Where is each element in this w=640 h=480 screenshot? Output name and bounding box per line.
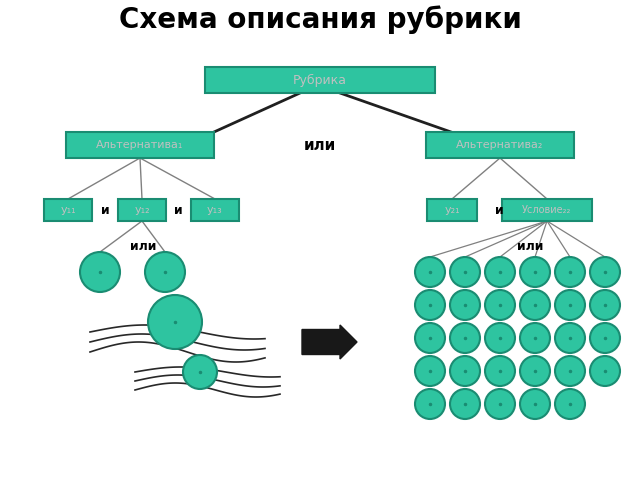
Circle shape (148, 295, 202, 349)
Circle shape (415, 257, 445, 287)
Circle shape (520, 290, 550, 320)
FancyBboxPatch shape (118, 199, 166, 221)
Circle shape (555, 356, 585, 386)
Circle shape (485, 323, 515, 353)
Circle shape (590, 323, 620, 353)
Text: или: или (304, 137, 336, 153)
Circle shape (520, 257, 550, 287)
Circle shape (590, 257, 620, 287)
Circle shape (485, 356, 515, 386)
Circle shape (590, 356, 620, 386)
FancyBboxPatch shape (66, 132, 214, 158)
FancyBboxPatch shape (191, 199, 239, 221)
Circle shape (415, 290, 445, 320)
Text: Схема описания рубрики: Схема описания рубрики (118, 6, 522, 34)
Text: Условие₂₂: Условие₂₂ (522, 205, 572, 215)
Circle shape (450, 290, 480, 320)
Circle shape (590, 290, 620, 320)
Circle shape (485, 290, 515, 320)
Text: и: и (495, 204, 504, 216)
Text: и: и (100, 204, 109, 216)
Text: Альтернатива₁: Альтернатива₁ (96, 140, 184, 150)
FancyArrow shape (302, 325, 357, 359)
Text: у₁₂: у₁₂ (134, 205, 150, 215)
Circle shape (555, 323, 585, 353)
Circle shape (450, 257, 480, 287)
Circle shape (183, 355, 217, 389)
Circle shape (485, 257, 515, 287)
Circle shape (555, 257, 585, 287)
Text: Альтернатива₂: Альтернатива₂ (456, 140, 544, 150)
Text: у₁₁: у₁₁ (60, 205, 76, 215)
FancyBboxPatch shape (502, 199, 592, 221)
Text: или: или (130, 240, 156, 253)
Text: Рубрика: Рубрика (293, 73, 347, 86)
Text: и: и (174, 204, 183, 216)
Circle shape (145, 252, 185, 292)
FancyBboxPatch shape (205, 67, 435, 93)
Circle shape (415, 323, 445, 353)
Text: у₁₃: у₁₃ (207, 205, 223, 215)
Circle shape (415, 389, 445, 419)
Circle shape (485, 389, 515, 419)
Circle shape (450, 389, 480, 419)
Circle shape (450, 323, 480, 353)
Circle shape (555, 290, 585, 320)
Circle shape (520, 323, 550, 353)
FancyBboxPatch shape (427, 199, 477, 221)
Circle shape (520, 356, 550, 386)
FancyBboxPatch shape (426, 132, 574, 158)
Circle shape (415, 356, 445, 386)
FancyBboxPatch shape (44, 199, 92, 221)
Circle shape (520, 389, 550, 419)
Circle shape (555, 389, 585, 419)
Text: у₂₁: у₂₁ (444, 205, 460, 215)
Circle shape (450, 356, 480, 386)
Text: или: или (517, 240, 543, 253)
Circle shape (80, 252, 120, 292)
